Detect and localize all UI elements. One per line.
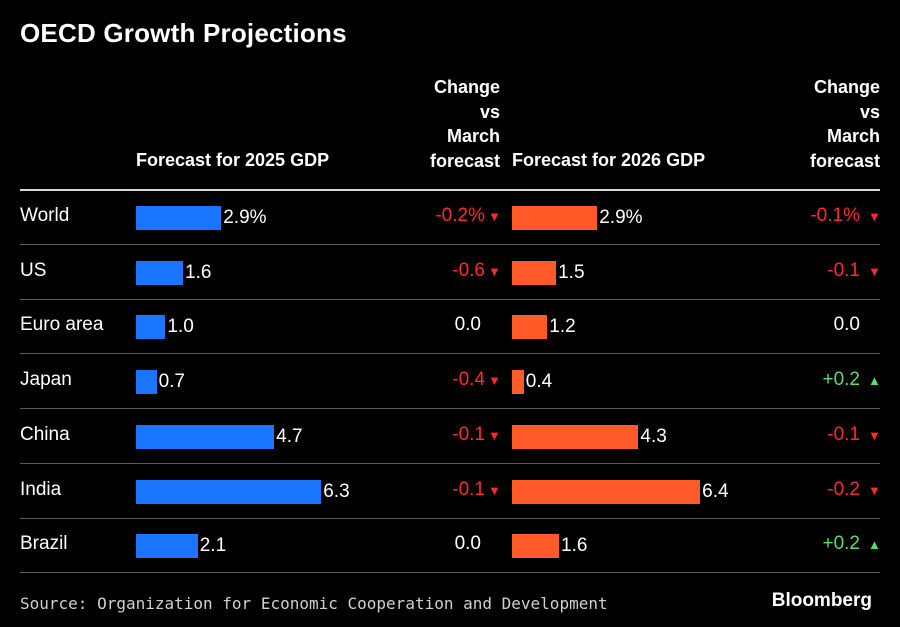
country-label: World (20, 205, 70, 226)
down-arrow-icon: ▼ (488, 482, 501, 498)
row-divider (20, 298, 880, 300)
value-2025: 4.7 (276, 425, 303, 447)
value-2026: 4.3 (640, 425, 667, 447)
table-row: Euro area 1.0 0.0 1.2 0.0 (0, 300, 900, 355)
bar-2025 (136, 479, 322, 504)
header-change-2026: Change vs March forecast (810, 75, 880, 173)
table-row: US 1.6 -0.6 ▼ 1.5 -0.1 ▼ (0, 246, 900, 300)
country-label: Euro area (20, 314, 104, 336)
down-arrow-icon: ▼ (488, 263, 501, 279)
row-divider (20, 244, 880, 245)
bar-2026 (512, 315, 548, 340)
change-2025: -0.6 (452, 259, 485, 281)
bar-2026 (512, 534, 560, 559)
bar-2025 (136, 534, 198, 559)
bar-2025 (136, 315, 166, 340)
country-label: US (20, 259, 47, 281)
change-2025: 0.0 (454, 533, 481, 555)
value-2025: 0.7 (158, 371, 185, 393)
bloomberg-logo: Bloomberg (771, 590, 872, 611)
bar-2025 (136, 370, 157, 395)
row-divider (20, 353, 880, 355)
header-change-2025-line: March (446, 126, 500, 146)
down-arrow-icon: ▼ (868, 482, 881, 498)
change-2025: 0.0 (454, 314, 481, 336)
value-2026: 2.9% (599, 207, 643, 228)
bar-2026 (512, 479, 701, 504)
header-change-2026-line: Change (813, 77, 880, 97)
bar-2025 (136, 206, 222, 230)
bar-2025 (136, 260, 184, 285)
down-arrow-icon: ▼ (868, 427, 881, 443)
value-2025: 2.9% (223, 207, 267, 228)
value-2025: 1.0 (167, 316, 194, 338)
down-arrow-icon: ▼ (488, 209, 501, 224)
bar-2026 (512, 370, 524, 395)
change-2025: -0.1 (452, 478, 485, 500)
country-label: Brazil (20, 533, 68, 555)
header-forecast-2025: Forecast for 2025 GDP (136, 150, 330, 170)
down-arrow-icon: ▼ (488, 373, 501, 389)
change-2026: -0.1% (810, 205, 860, 226)
value-2025: 2.1 (199, 535, 227, 557)
header-change-2026-line: vs (859, 101, 880, 122)
header-change-2026-line: March (826, 126, 880, 146)
up-arrow-icon: ▲ (868, 373, 881, 389)
row-divider (20, 517, 880, 519)
value-2025: 1.6 (185, 261, 212, 283)
value-2026: 6.4 (702, 480, 729, 502)
value-2026: 1.6 (561, 535, 588, 557)
table-row: World 2.9% -0.2% ▼ 2.9% -0.1% ▼ (0, 191, 900, 245)
value-2026: 1.5 (558, 261, 585, 283)
value-2026: 1.2 (549, 316, 576, 338)
header-change-2025-line: vs (479, 101, 500, 122)
bar-2025 (136, 424, 275, 449)
header-change-2026-line: forecast (809, 150, 880, 171)
change-2026: -0.1 (827, 259, 860, 281)
change-2025: -0.4 (452, 369, 485, 391)
change-2026: 0.0 (833, 314, 860, 336)
row-divider (20, 462, 880, 464)
table-row: India 6.3 -0.1 ▼ 6.4 -0.2 ▼ (0, 465, 900, 519)
header-divider (20, 189, 880, 191)
row-divider (20, 408, 880, 410)
bar-2026 (512, 260, 557, 285)
change-2026: -0.2 (827, 478, 860, 500)
header-forecast-2026: Forecast for 2026 GDP (512, 150, 706, 170)
down-arrow-icon: ▼ (868, 263, 881, 279)
value-2026: 0.4 (525, 371, 553, 393)
source-note: Source: Organization for Economic Cooper… (20, 594, 608, 613)
bar-2026 (512, 424, 639, 449)
header-change-2025-line: forecast (429, 150, 500, 171)
country-label: India (20, 478, 62, 500)
change-2025: -0.2% (435, 205, 485, 226)
up-arrow-icon: ▲ (868, 537, 881, 553)
change-2025: -0.1 (452, 423, 485, 445)
change-2026: -0.1 (827, 423, 860, 445)
down-arrow-icon: ▼ (488, 427, 501, 443)
country-label: Japan (20, 369, 72, 391)
row-divider (20, 572, 880, 574)
table-row: Brazil 2.1 0.0 1.6 +0.2 ▲ (0, 519, 900, 574)
change-2026: +0.2 (822, 533, 860, 555)
bar-2026 (512, 206, 598, 230)
change-2026: +0.2 (822, 369, 860, 391)
down-arrow-icon: ▼ (868, 209, 881, 224)
header-change-2025-line: Change (433, 77, 500, 97)
table-row: China 4.7 -0.1 ▼ 4.3 -0.1 ▼ (0, 410, 900, 464)
value-2025: 6.3 (323, 480, 350, 502)
table-row: Japan 0.7 -0.4 ▼ 0.4 +0.2 ▲ (0, 355, 900, 410)
country-label: China (20, 423, 70, 445)
chart-title: OECD Growth Projections (20, 18, 347, 48)
header-change-2025: Change vs March forecast (430, 75, 500, 173)
